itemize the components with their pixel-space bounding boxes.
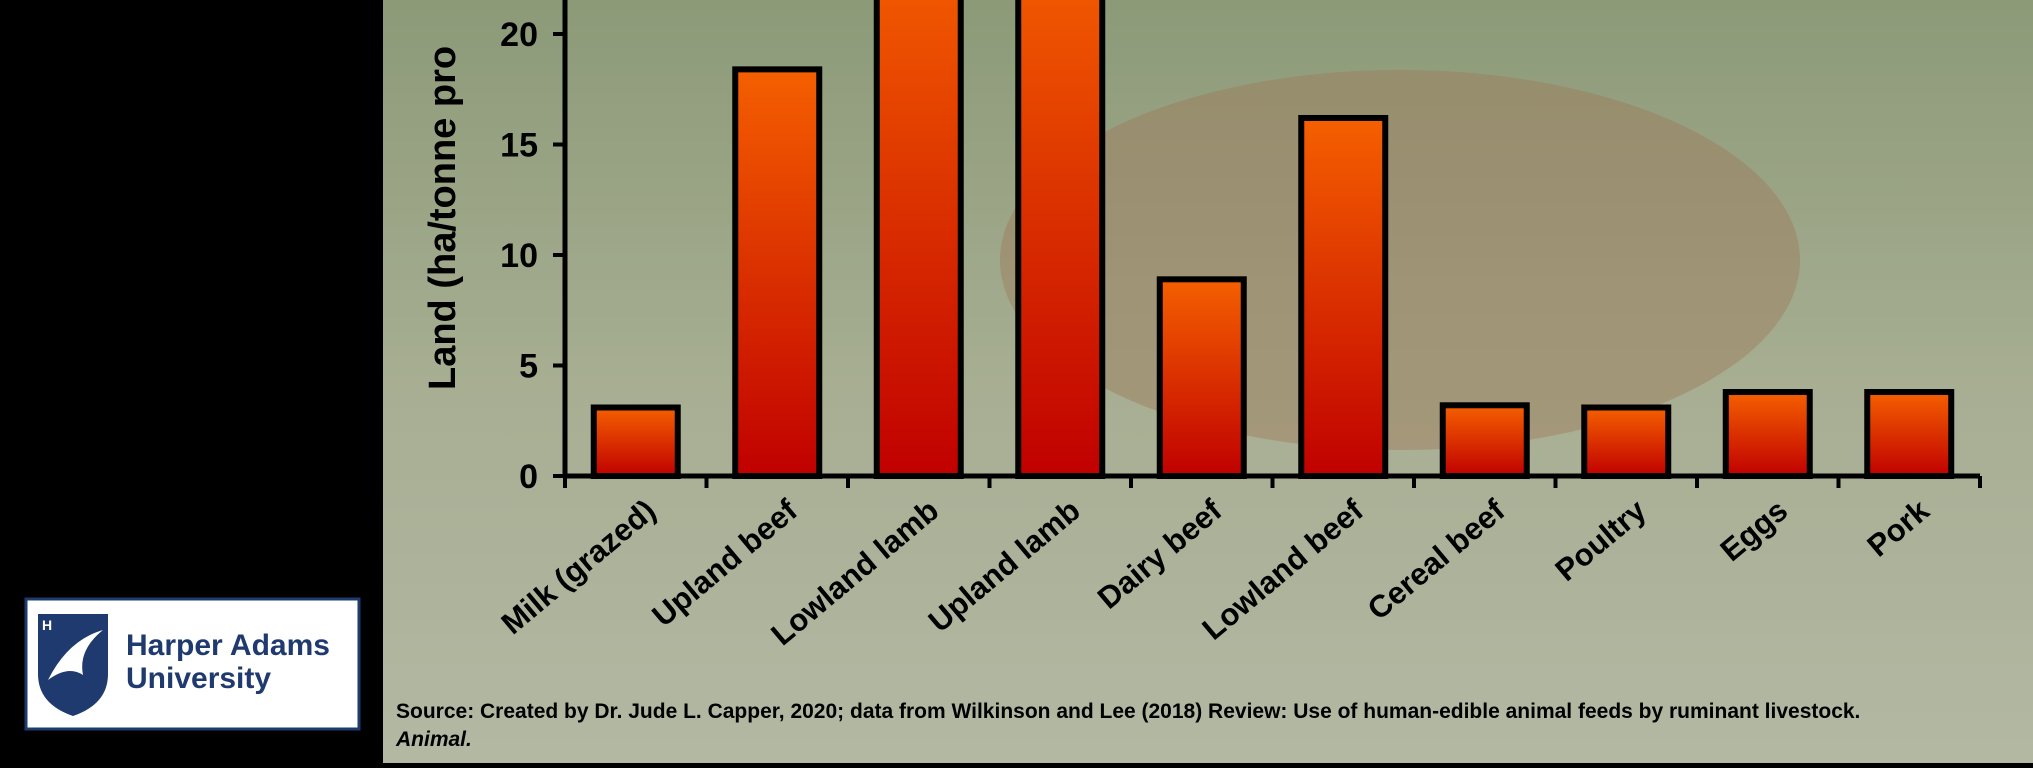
- bar: [1722, 389, 1813, 479]
- y-tick-label: 10: [500, 237, 538, 275]
- y-axis-label: Land (ha/tonne pro: [422, 46, 464, 390]
- bar: [1156, 276, 1247, 479]
- bar: [590, 404, 681, 479]
- bar: [873, 0, 964, 480]
- bar: [1581, 404, 1672, 479]
- y-tick-label: 5: [519, 348, 538, 386]
- cow-shape: [1000, 70, 1800, 450]
- bar: [1864, 389, 1955, 479]
- source-text: Source: Created by Dr. Jude L. Capper, 2…: [396, 700, 1860, 723]
- y-tick-label: 20: [500, 16, 538, 54]
- logo-line2: University: [126, 662, 271, 695]
- logo-wave: [48, 630, 103, 680]
- logo-line1: Harper Adams: [126, 629, 330, 662]
- bar: [1298, 114, 1389, 479]
- bar: [1015, 0, 1106, 480]
- plot: [590, 0, 1955, 480]
- bar: [1439, 402, 1530, 479]
- y-tick-label: 15: [500, 127, 538, 165]
- y-tick-label: 0: [519, 458, 538, 496]
- bar: [732, 66, 823, 480]
- logo-initial: H: [42, 617, 52, 633]
- source-journal: Animal.: [395, 728, 472, 751]
